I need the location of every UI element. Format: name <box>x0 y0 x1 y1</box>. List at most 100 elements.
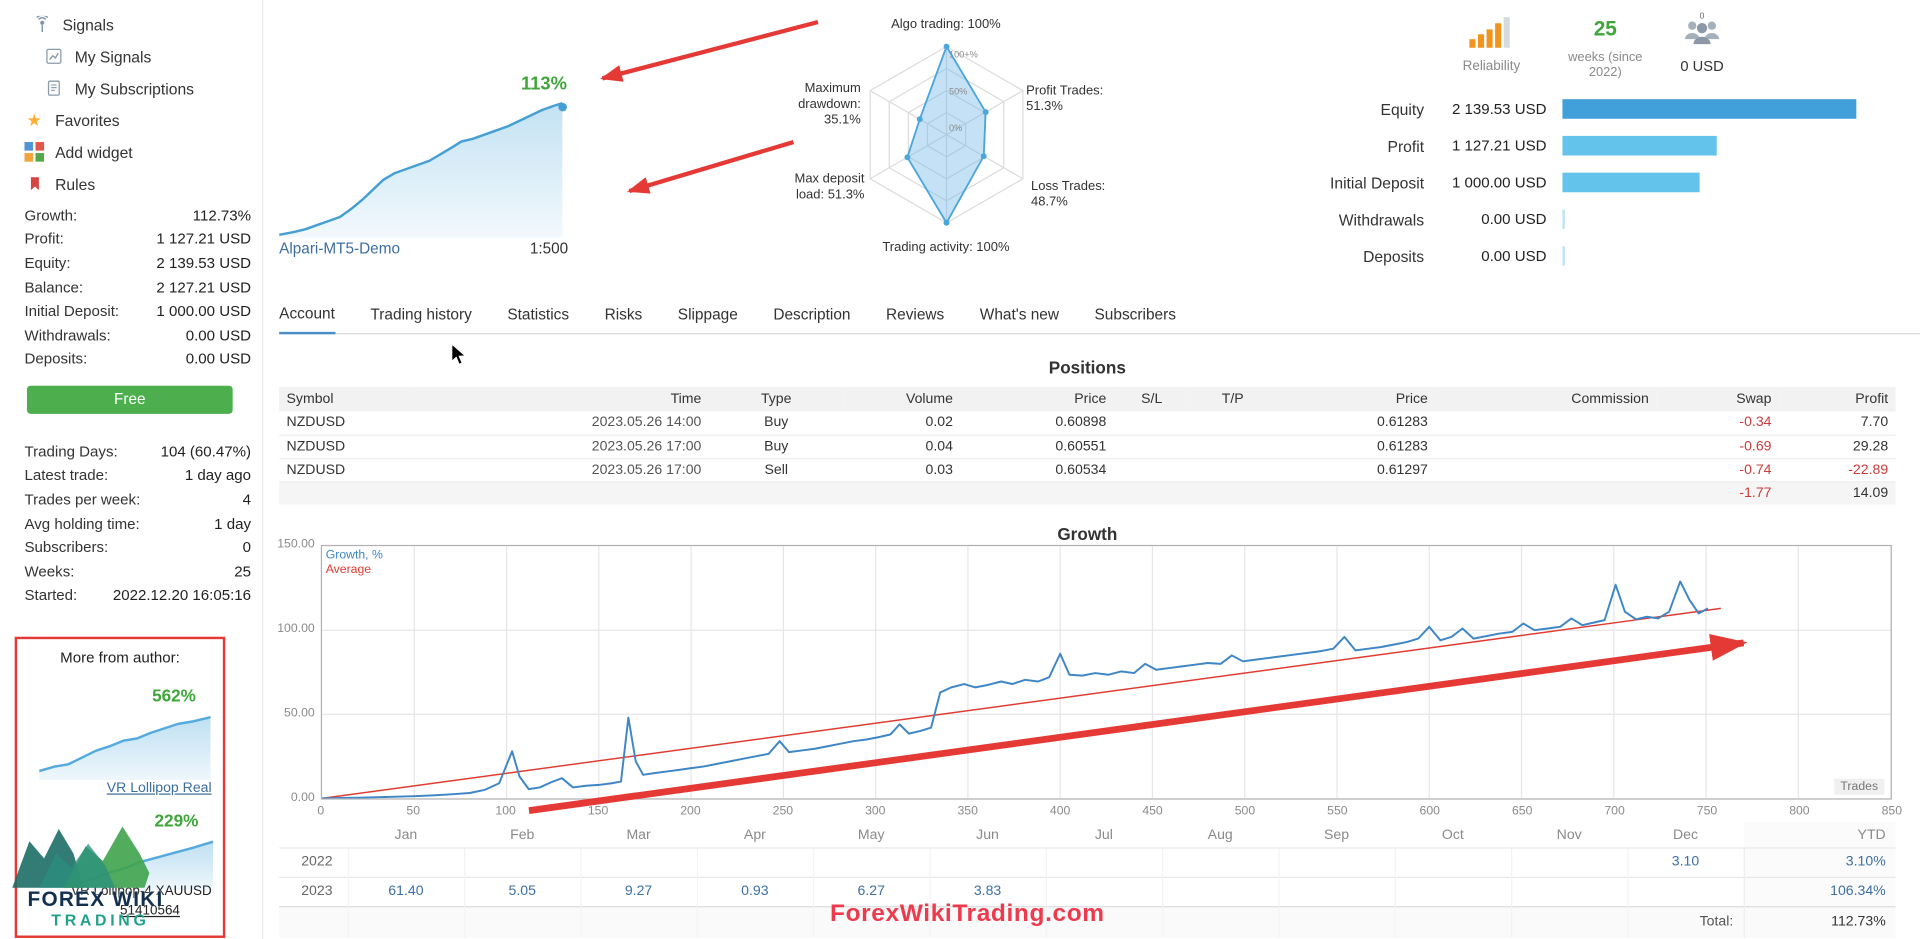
positions-cell: 0.60898 <box>960 411 1114 436</box>
x-axis-tick: 800 <box>1789 804 1810 818</box>
tab-what-s-new[interactable]: What's new <box>979 306 1060 324</box>
positions-table: Symbol Time Type Volume Price S/L T/P Price Comm… <box>279 386 1896 505</box>
x-axis-tick: 750 <box>1696 804 1718 818</box>
monthly-cell <box>1277 876 1395 907</box>
stat-row: Balance: 2 127.21 USD <box>24 275 251 299</box>
positions-cell: Buy <box>708 411 844 436</box>
positions-cell <box>1113 411 1190 436</box>
positions-column-header: Swap <box>1656 386 1779 412</box>
monthly-growth-table: Jan Feb Mar Apr May Jun Jul Aug Sep Oct Nov Dec YTD 2… <box>279 822 1896 938</box>
x-axis-tick: 200 <box>680 804 701 818</box>
x-axis-tick: 650 <box>1511 804 1533 818</box>
positions-cell: 0.60551 <box>960 434 1114 459</box>
sidebar-item-signals[interactable]: Signals <box>0 9 262 41</box>
add-widget-icon <box>24 142 45 162</box>
positions-cell: 0.61283 <box>1275 411 1436 436</box>
positions-column-header: Volume <box>843 386 961 412</box>
sidebar-item-my-subscriptions[interactable]: My Subscriptions <box>0 72 262 104</box>
tab-statistics[interactable]: Statistics <box>507 306 570 324</box>
monthly-cell <box>812 905 930 938</box>
monthly-cell: Mar <box>626 827 651 843</box>
monthly-cell <box>696 905 814 938</box>
stat-value: 25 <box>234 562 252 581</box>
sidebar-item-label: Signals <box>62 15 114 34</box>
subscribers-people-icon: 0 <box>1684 10 1720 45</box>
monthly-cell <box>1161 846 1279 877</box>
sidebar-item-label: Rules <box>55 174 96 193</box>
author-signal1-growth: 562% <box>152 685 196 706</box>
account-row-label: Deposits <box>1363 246 1425 266</box>
monthly-cell: 106.34% <box>1743 876 1896 907</box>
x-axis-tick: 300 <box>865 804 886 818</box>
stat-value: 0.00 USD <box>185 350 252 368</box>
author-signal1-link[interactable]: VR Lollipop Real <box>106 781 212 796</box>
positions-cell: Sell <box>708 457 844 482</box>
positions-row: NZDUSD 2023.05.26 14:00 Buy 0.02 0.60898 0.61… <box>279 411 1896 436</box>
stat-label: Trades per week: <box>24 491 141 509</box>
monthly-cell: 2023 <box>279 876 348 907</box>
account-row-value: 0.00 USD <box>1481 247 1547 265</box>
tab-risks[interactable]: Risks <box>604 306 643 324</box>
tab-trading-history[interactable]: Trading history <box>370 306 472 324</box>
my-subscriptions-icon <box>44 78 64 98</box>
stat-label: Weeks: <box>24 562 75 581</box>
monthly-cell <box>812 846 930 877</box>
broker-row: Alpari-MT5-Demo 1:500 <box>279 240 568 257</box>
broker-link[interactable]: Alpari-MT5-Demo <box>279 240 400 258</box>
stat-row: Weeks: 25 <box>24 560 251 584</box>
reliability-label: Reliability <box>1462 58 1521 74</box>
monthly-cell: 112.73% <box>1743 905 1896 938</box>
tab-account[interactable]: Account <box>279 305 335 335</box>
tab-slippage[interactable]: Slippage <box>677 306 738 324</box>
positions-cell: -0.34 <box>1656 411 1779 436</box>
monthly-cell: 5.05 <box>463 876 581 907</box>
x-axis-tick: 850 <box>1881 804 1903 818</box>
author-signal2-account-link[interactable]: 51410564 <box>120 903 180 919</box>
monthly-cell: Jun <box>976 827 999 843</box>
chart-legend: Growth, % Average <box>326 549 383 578</box>
account-stats-list: Growth: 112.73% Profit: 1 127.21 USD Equity:… <box>24 203 251 371</box>
monthly-cell <box>1394 846 1512 877</box>
monthly-cell: 6.27 <box>812 876 930 907</box>
more-from-author-title: More from author: <box>60 648 180 667</box>
legend-growth: Growth, % <box>325 548 383 563</box>
tab-reviews[interactable]: Reviews <box>885 306 945 324</box>
sparkline-end-dot <box>558 102 567 112</box>
stat-row: Withdrawals: 0.00 USD <box>24 323 251 347</box>
sidebar-item-label: Favorites <box>55 110 120 130</box>
monthly-cell <box>1510 905 1628 938</box>
stat-label: Subscribers: <box>24 538 109 557</box>
monthly-cell: Jan <box>394 827 418 843</box>
account-row-label: Profit <box>1387 136 1425 155</box>
author-signal2-growth: 229% <box>154 810 199 831</box>
account-row-bar <box>1562 99 1857 119</box>
tab-description[interactable]: Description <box>773 306 851 324</box>
account-row-label: Equity <box>1380 99 1425 119</box>
stat-row: Initial Deposit: 1 000.00 USD <box>24 299 251 323</box>
free-button[interactable]: Free <box>26 385 233 414</box>
sidebar-item-add-widget[interactable]: Add widget <box>0 136 262 168</box>
weeks-count: 25 <box>1593 17 1617 41</box>
y-axis-tick: 50.00 <box>284 706 315 721</box>
positions-cell <box>1113 434 1190 459</box>
positions-total-cell <box>843 481 961 505</box>
positions-row: NZDUSD 2023.05.26 17:00 Sell 0.03 0.60534 0.6… <box>279 457 1896 482</box>
stat-row: Started: 2022.12.20 16:05:16 <box>24 584 251 608</box>
positions-column-header: Symbol <box>279 386 415 412</box>
sidebar-item-favorites[interactable]: ★ Favorites <box>0 104 262 136</box>
stat-label: Trading Days: <box>24 443 118 461</box>
x-axis-tick: 0 <box>317 804 325 818</box>
sidebar-item-my-signals[interactable]: My Signals <box>0 40 262 72</box>
tab-subscribers[interactable]: Subscribers <box>1094 306 1176 324</box>
reliability-bars-icon <box>1469 17 1510 48</box>
stat-label: Initial Deposit: <box>24 302 120 320</box>
stat-value: 0 <box>242 538 252 557</box>
monthly-cell: Dec <box>1672 827 1699 843</box>
positions-cell <box>1435 411 1657 436</box>
monthly-cell: Total: <box>1626 905 1744 938</box>
sidebar-item-rules[interactable]: Rules <box>0 168 262 200</box>
tab-bar: Account Trading history Statistics Risks Sli… <box>279 301 1920 335</box>
account-row-bar <box>1562 172 1700 193</box>
svg-text:50%: 50% <box>949 86 967 96</box>
monthly-cell: 3.10 <box>1626 846 1744 877</box>
